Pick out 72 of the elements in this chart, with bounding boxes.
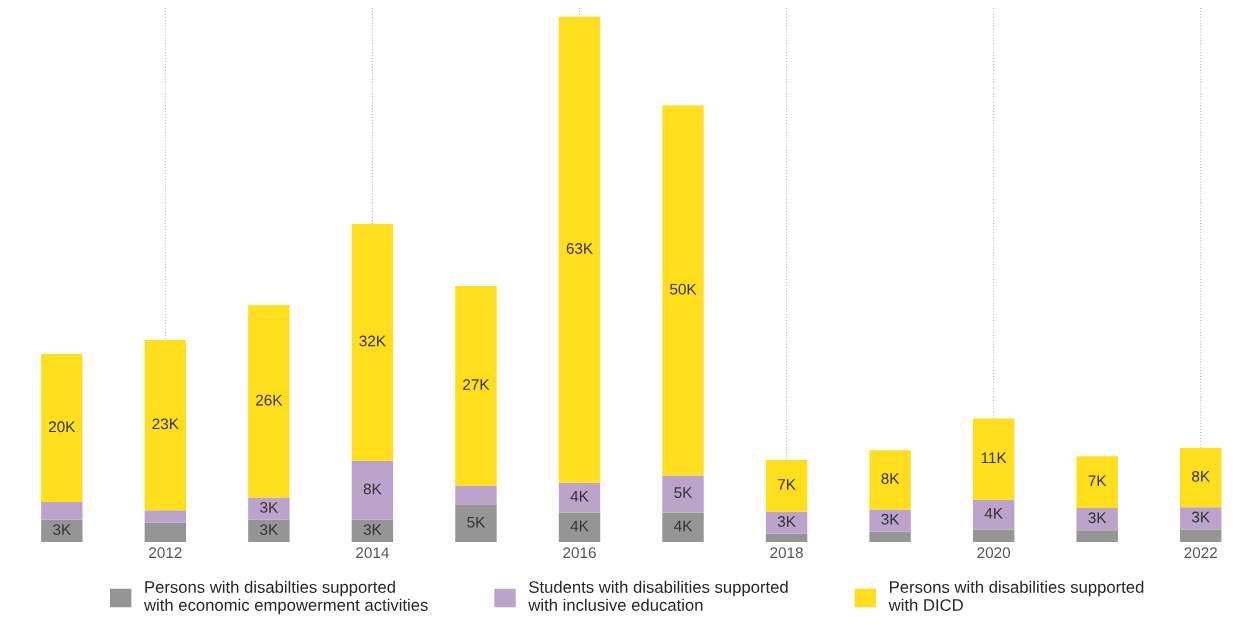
bar [558, 16, 601, 483]
legend-label: Persons with disabilties supported with economic empowerment activities [143, 580, 428, 615]
data-label: 4K [984, 508, 1003, 519]
x-tick-label: 2020 [977, 547, 1011, 559]
bar [248, 519, 290, 543]
data-label: 5K [467, 516, 486, 528]
data-label: 20K [48, 421, 76, 433]
data-label: 5K [674, 487, 693, 499]
data-label: 7K [778, 479, 796, 490]
bar [248, 497, 290, 520]
bar [765, 511, 808, 534]
data-label: 27K [463, 379, 490, 390]
data-label: 3K [881, 513, 900, 525]
bar [1180, 448, 1222, 508]
bar [869, 509, 911, 532]
bar [351, 460, 394, 520]
data-label: 7K [1088, 475, 1107, 487]
bar [41, 519, 83, 543]
data-label: 8K [363, 483, 382, 495]
data-label: 3K [53, 524, 71, 536]
bar [1076, 507, 1118, 531]
data-label: 4K [570, 491, 589, 502]
bar [248, 305, 290, 498]
bar [41, 502, 83, 520]
bar [1180, 507, 1222, 530]
bar [662, 105, 704, 476]
bar [558, 482, 601, 513]
bar [972, 529, 1015, 543]
x-tick-label: 2016 [563, 547, 596, 559]
data-label: 8K [1192, 470, 1210, 482]
bar [144, 510, 187, 523]
data-label: 3K [1191, 511, 1210, 523]
legend-label: Students with disabilities supported with inclusive education [528, 580, 788, 611]
bar [869, 450, 911, 510]
bar [455, 286, 497, 486]
bar [765, 533, 808, 543]
bar [144, 522, 187, 543]
bar [1076, 530, 1118, 543]
bar [1076, 456, 1118, 508]
x-tick-label: 2014 [356, 547, 389, 559]
bar [1180, 529, 1222, 543]
data-label: 3K [260, 524, 279, 536]
bar [765, 459, 808, 512]
bar [558, 512, 601, 543]
data-label: 8K [881, 473, 900, 484]
data-label: 3K [363, 524, 382, 536]
x-tick-label: 2018 [770, 547, 803, 559]
data-label: 3K [260, 502, 279, 513]
bar [351, 223, 394, 461]
data-label: 4K [674, 520, 693, 532]
data-label: 3K [777, 516, 796, 527]
bar [41, 354, 83, 503]
bar [455, 485, 497, 506]
data-label: 4K [570, 520, 589, 532]
data-label: 23K [152, 418, 179, 430]
bar [662, 512, 704, 543]
data-label: 26K [256, 394, 283, 406]
bar [972, 499, 1015, 530]
data-label: 63K [566, 243, 593, 254]
data-label: 32K [359, 335, 386, 347]
bar [351, 519, 394, 543]
x-tick-label: 2022 [1184, 547, 1217, 559]
data-label: 3K [1088, 512, 1107, 524]
data-label: 50K [670, 283, 697, 295]
bar [455, 505, 497, 543]
data-label: 11K [981, 452, 1007, 464]
bar [144, 340, 187, 511]
x-tick-label: 2012 [149, 547, 182, 559]
bar [869, 531, 911, 543]
bar [972, 418, 1015, 500]
bar [662, 475, 704, 513]
legend-label: Persons with disabilities supported with DICD [888, 580, 1144, 611]
